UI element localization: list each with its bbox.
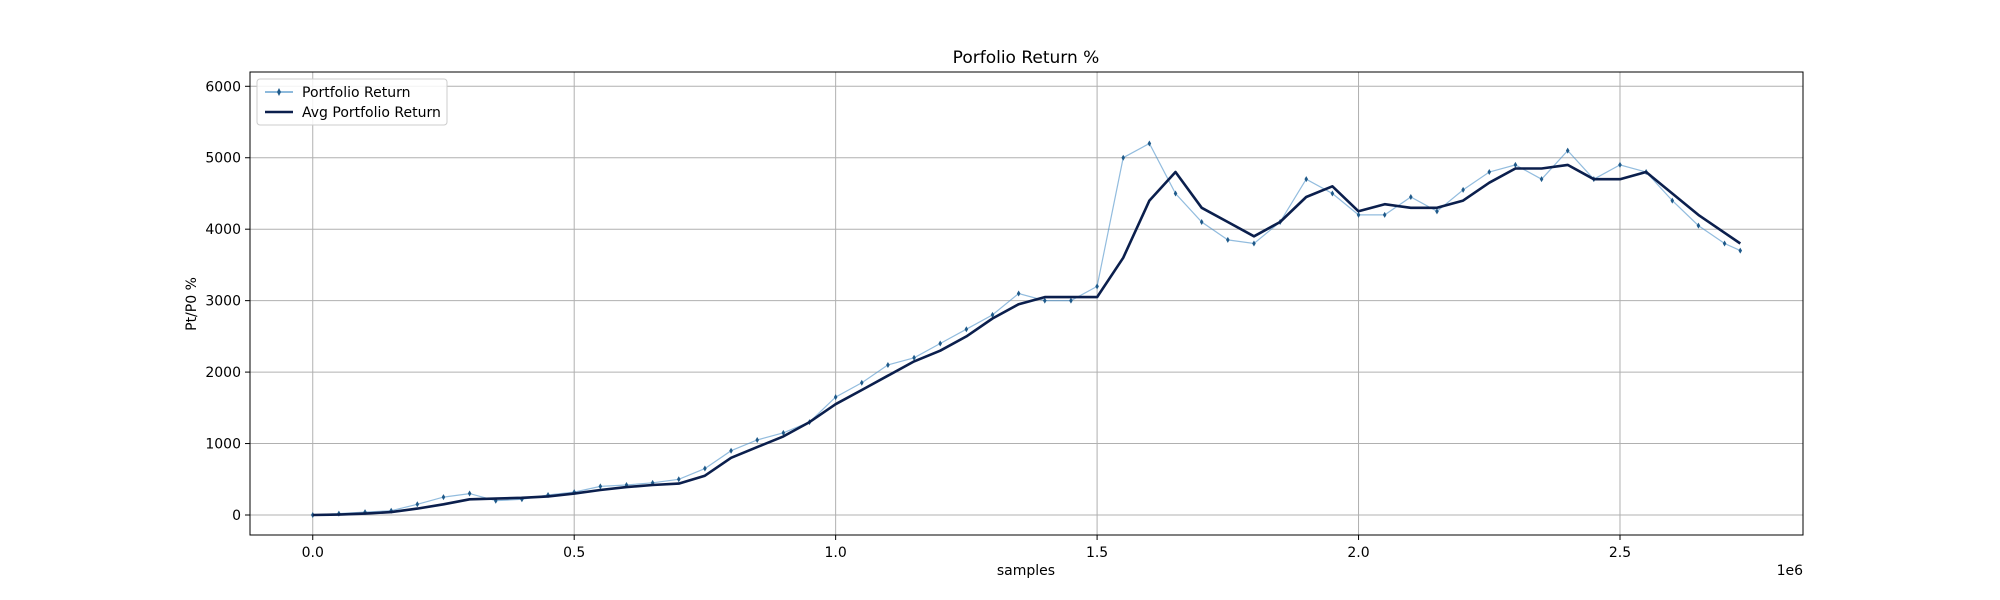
- data-point-portfolio-return: [1487, 169, 1492, 176]
- data-point-portfolio-return: [624, 481, 629, 488]
- data-point-portfolio-return: [676, 476, 681, 483]
- data-point-portfolio-return: [964, 326, 969, 333]
- data-point-portfolio-return: [1461, 186, 1465, 193]
- data-point-portfolio-return: [1304, 176, 1309, 183]
- series-line-portfolio-return: [312, 142, 1741, 516]
- data-point-portfolio-return: [1382, 211, 1387, 218]
- legend-box: [256, 78, 448, 126]
- data-point-portfolio-return: [1409, 194, 1413, 201]
- x-tick-label: 1.0: [825, 545, 847, 561]
- legend-marker-portfolio-return: [277, 88, 281, 96]
- data-point-portfolio-return: [833, 394, 838, 401]
- data-point-portfolio-return: [990, 311, 995, 318]
- legend: Portfolio Return Avg Portfolio Return: [256, 78, 448, 126]
- y-tick-label: 5000: [205, 151, 241, 167]
- series-layer: [310, 140, 1743, 518]
- data-point-portfolio-return: [415, 501, 420, 508]
- data-point-portfolio-return: [598, 483, 603, 490]
- chart-title: Porfolio Return %: [953, 48, 1100, 68]
- data-point-portfolio-return: [1043, 297, 1047, 304]
- y-axis-label: Pt/P0 %: [184, 277, 200, 331]
- x-tick-label: 0.0: [302, 545, 324, 561]
- x-tick-label: 0.5: [563, 545, 585, 561]
- data-point-portfolio-return: [1095, 283, 1099, 290]
- x-axis-offset-label: 1e6: [1777, 563, 1804, 579]
- legend-label-portfolio-return: Portfolio Return: [302, 85, 411, 101]
- data-point-portfolio-return: [1330, 190, 1335, 197]
- y-tick-label: 6000: [205, 79, 241, 95]
- data-point-portfolio-return: [1670, 197, 1675, 204]
- data-point-portfolio-return: [1226, 236, 1230, 243]
- data-point-portfolio-return: [650, 479, 655, 486]
- data-point-portfolio-return: [1513, 161, 1518, 168]
- data-point-portfolio-return: [703, 465, 707, 472]
- data-point-portfolio-return: [938, 340, 943, 347]
- data-point-portfolio-return: [441, 494, 446, 501]
- series-line-avg-portfolio-return: [312, 163, 1742, 517]
- legend-label-avg-portfolio-return: Avg Portfolio Return: [302, 105, 441, 121]
- x-axis-label: samples: [997, 563, 1055, 579]
- data-point-portfolio-return: [1565, 147, 1570, 154]
- data-point-portfolio-return: [467, 490, 472, 497]
- grid: [250, 72, 1803, 535]
- x-tick-label: 1.5: [1086, 545, 1108, 561]
- data-point-portfolio-return: [1069, 297, 1073, 304]
- data-point-portfolio-return: [1356, 211, 1361, 218]
- data-point-portfolio-return: [1722, 240, 1727, 247]
- data-point-portfolio-return: [1738, 247, 1743, 254]
- data-point-portfolio-return: [859, 379, 864, 386]
- data-point-portfolio-return: [1618, 161, 1622, 168]
- data-point-portfolio-return: [1696, 222, 1701, 229]
- data-point-portfolio-return: [729, 447, 733, 454]
- y-tick-label: 0: [232, 508, 241, 524]
- y-tick-label: 3000: [205, 294, 241, 310]
- data-point-portfolio-return: [1173, 190, 1178, 197]
- y-tick-label: 4000: [205, 222, 241, 238]
- x-tick-label: 2.0: [1347, 545, 1369, 561]
- tick-layer: 0.0 0.5 1.0 1.5 2.0 2.5 0 1000 2000 3000 4000 5000 6…: [205, 79, 1631, 561]
- data-point-portfolio-return: [1121, 154, 1126, 161]
- y-tick-label: 2000: [205, 365, 241, 381]
- data-point-portfolio-return: [1016, 290, 1021, 297]
- plot-frame: [249, 71, 1804, 536]
- data-point-portfolio-return: [886, 361, 890, 368]
- data-point-portfolio-return: [755, 436, 760, 443]
- data-point-portfolio-return: [1252, 240, 1256, 247]
- x-tick-label: 2.5: [1609, 545, 1631, 561]
- data-point-portfolio-return: [1199, 219, 1204, 226]
- data-point-portfolio-return: [1435, 208, 1439, 215]
- data-point-portfolio-return: [912, 354, 916, 361]
- data-point-portfolio-return: [1147, 140, 1152, 147]
- data-point-portfolio-return: [781, 429, 786, 436]
- y-tick-label: 1000: [205, 437, 241, 453]
- data-point-portfolio-return: [1539, 176, 1544, 183]
